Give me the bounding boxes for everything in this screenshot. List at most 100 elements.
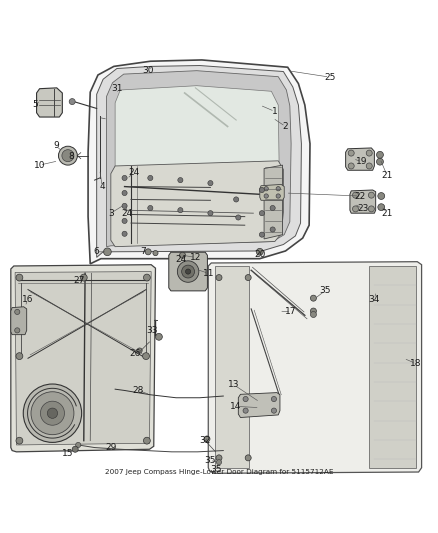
Circle shape xyxy=(377,158,383,165)
Text: 4: 4 xyxy=(99,182,105,191)
Polygon shape xyxy=(238,393,280,417)
Polygon shape xyxy=(111,161,283,247)
Circle shape xyxy=(76,442,81,448)
Circle shape xyxy=(353,192,358,198)
Circle shape xyxy=(208,181,213,185)
Circle shape xyxy=(80,274,87,281)
Polygon shape xyxy=(208,262,422,473)
Circle shape xyxy=(366,163,372,169)
Circle shape xyxy=(353,206,358,212)
Circle shape xyxy=(348,150,354,156)
Circle shape xyxy=(311,308,316,314)
Circle shape xyxy=(236,215,241,220)
Text: 19: 19 xyxy=(356,157,367,166)
Circle shape xyxy=(311,311,316,318)
Circle shape xyxy=(264,187,268,191)
Circle shape xyxy=(245,455,251,461)
Circle shape xyxy=(259,232,265,237)
Circle shape xyxy=(178,208,183,213)
Circle shape xyxy=(245,274,251,280)
Text: 25: 25 xyxy=(324,72,336,82)
Circle shape xyxy=(144,437,150,444)
Polygon shape xyxy=(169,252,208,291)
Text: 8: 8 xyxy=(68,152,74,161)
Circle shape xyxy=(40,401,64,425)
Polygon shape xyxy=(346,148,374,170)
Text: 5: 5 xyxy=(32,100,38,109)
Circle shape xyxy=(62,150,74,161)
Circle shape xyxy=(311,295,316,301)
Text: 35: 35 xyxy=(204,456,215,465)
Circle shape xyxy=(137,348,142,353)
Text: 15: 15 xyxy=(62,449,74,458)
Text: 13: 13 xyxy=(228,381,240,390)
Text: 6: 6 xyxy=(93,247,99,256)
Text: 14: 14 xyxy=(230,402,241,411)
Text: 16: 16 xyxy=(22,295,34,303)
Text: 17: 17 xyxy=(286,308,297,317)
Circle shape xyxy=(153,251,158,256)
Circle shape xyxy=(144,274,150,281)
Text: 24: 24 xyxy=(121,209,132,217)
Circle shape xyxy=(143,353,149,360)
Circle shape xyxy=(122,190,127,196)
Text: 11: 11 xyxy=(202,269,214,278)
Text: 23: 23 xyxy=(357,204,368,213)
Circle shape xyxy=(259,188,265,192)
Circle shape xyxy=(148,175,153,181)
Text: 18: 18 xyxy=(410,359,421,368)
Text: 12: 12 xyxy=(190,253,201,262)
Polygon shape xyxy=(36,88,62,117)
Text: 27: 27 xyxy=(74,276,85,285)
Text: 21: 21 xyxy=(381,209,393,217)
Text: 33: 33 xyxy=(147,326,158,335)
Circle shape xyxy=(16,353,23,360)
Polygon shape xyxy=(97,66,301,257)
Polygon shape xyxy=(264,165,283,239)
Circle shape xyxy=(378,192,385,199)
Circle shape xyxy=(276,194,280,198)
Circle shape xyxy=(69,99,75,104)
Circle shape xyxy=(148,205,153,211)
Circle shape xyxy=(23,384,81,442)
Circle shape xyxy=(378,204,385,211)
Text: 34: 34 xyxy=(369,295,380,303)
Circle shape xyxy=(145,249,151,255)
Circle shape xyxy=(155,333,162,340)
Circle shape xyxy=(122,231,127,236)
Circle shape xyxy=(348,163,354,169)
Polygon shape xyxy=(115,86,280,240)
Circle shape xyxy=(122,203,127,208)
Circle shape xyxy=(122,175,127,181)
Circle shape xyxy=(15,309,20,314)
Circle shape xyxy=(216,459,222,465)
Circle shape xyxy=(122,219,127,223)
Text: 7: 7 xyxy=(140,247,145,256)
Text: 2: 2 xyxy=(283,122,288,131)
Text: 10: 10 xyxy=(34,160,45,169)
Text: 21: 21 xyxy=(381,171,393,180)
Circle shape xyxy=(182,265,194,278)
Text: 24: 24 xyxy=(176,255,187,264)
Polygon shape xyxy=(11,307,27,335)
Text: 20: 20 xyxy=(254,250,265,259)
Circle shape xyxy=(276,187,280,191)
Circle shape xyxy=(103,248,111,256)
Circle shape xyxy=(15,328,20,333)
Circle shape xyxy=(58,146,78,165)
Circle shape xyxy=(264,194,268,198)
Circle shape xyxy=(208,211,213,216)
Text: 3: 3 xyxy=(108,209,114,217)
Circle shape xyxy=(47,408,58,418)
Text: 2007 Jeep Compass Hinge-Lower Door Diagram for 5115712AE: 2007 Jeep Compass Hinge-Lower Door Diagr… xyxy=(105,469,333,475)
Circle shape xyxy=(180,252,186,259)
Circle shape xyxy=(270,227,275,232)
Text: 9: 9 xyxy=(53,141,59,150)
Circle shape xyxy=(233,197,239,202)
Circle shape xyxy=(272,397,276,402)
Circle shape xyxy=(72,446,78,453)
Circle shape xyxy=(272,408,276,413)
Circle shape xyxy=(259,211,265,216)
Text: 35: 35 xyxy=(320,286,331,295)
Polygon shape xyxy=(11,265,155,452)
